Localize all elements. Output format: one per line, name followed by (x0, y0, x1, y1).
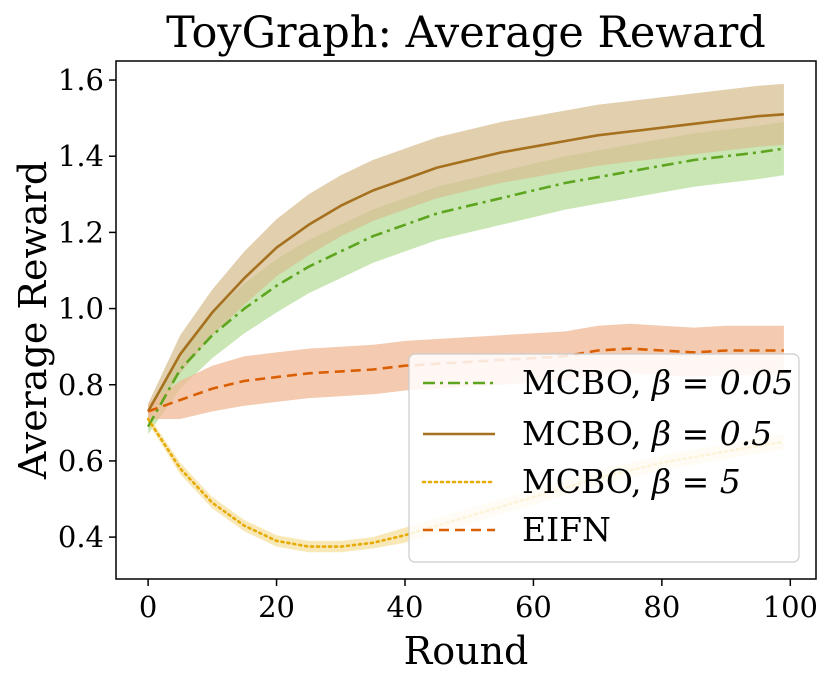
band-series-1 (148, 83, 784, 420)
y-tick-label: 1.0 (58, 292, 104, 326)
x-tick-label: 100 (763, 590, 818, 624)
legend-box (408, 353, 800, 563)
line-series-1 (146, 113, 784, 413)
x-axis-label: Round (404, 629, 529, 673)
legend-label-2: MCBO, β = 5 (522, 462, 741, 501)
plot-frame (115, 60, 817, 580)
y-axis-ticks: 0.4 0.6 0.8 1.0 1.2 1.4 1.6 (58, 63, 116, 554)
x-tick-label: 0 (139, 590, 157, 624)
y-tick-label: 1.4 (58, 139, 104, 173)
x-axis-ticks: 0 20 40 60 80 100 (139, 579, 818, 624)
legend-label-3: EIFN (522, 510, 611, 549)
y-tick-label: 0.6 (58, 444, 104, 478)
line-series-0 (146, 147, 785, 428)
y-tick-label: 0.8 (58, 368, 104, 402)
legend-label-1: MCBO, β = 0.5 (522, 414, 772, 453)
y-axis-label: Average Reward (11, 161, 55, 480)
legend: MCBO, β = 0.05 MCBO, β = 0.5 MCBO, β = 5 EI… (408, 353, 800, 563)
x-tick-label: 20 (258, 590, 295, 624)
chart-title: ToyGraph: Average Reward (166, 8, 766, 58)
y-tick-label: 1.6 (58, 63, 104, 97)
x-tick-label: 60 (515, 590, 552, 624)
x-tick-label: 40 (387, 590, 424, 624)
legend-label-0: MCBO, β = 0.05 (522, 363, 793, 402)
y-tick-label: 1.2 (58, 215, 104, 249)
y-tick-label: 0.4 (58, 520, 104, 554)
x-tick-label: 80 (643, 590, 680, 624)
